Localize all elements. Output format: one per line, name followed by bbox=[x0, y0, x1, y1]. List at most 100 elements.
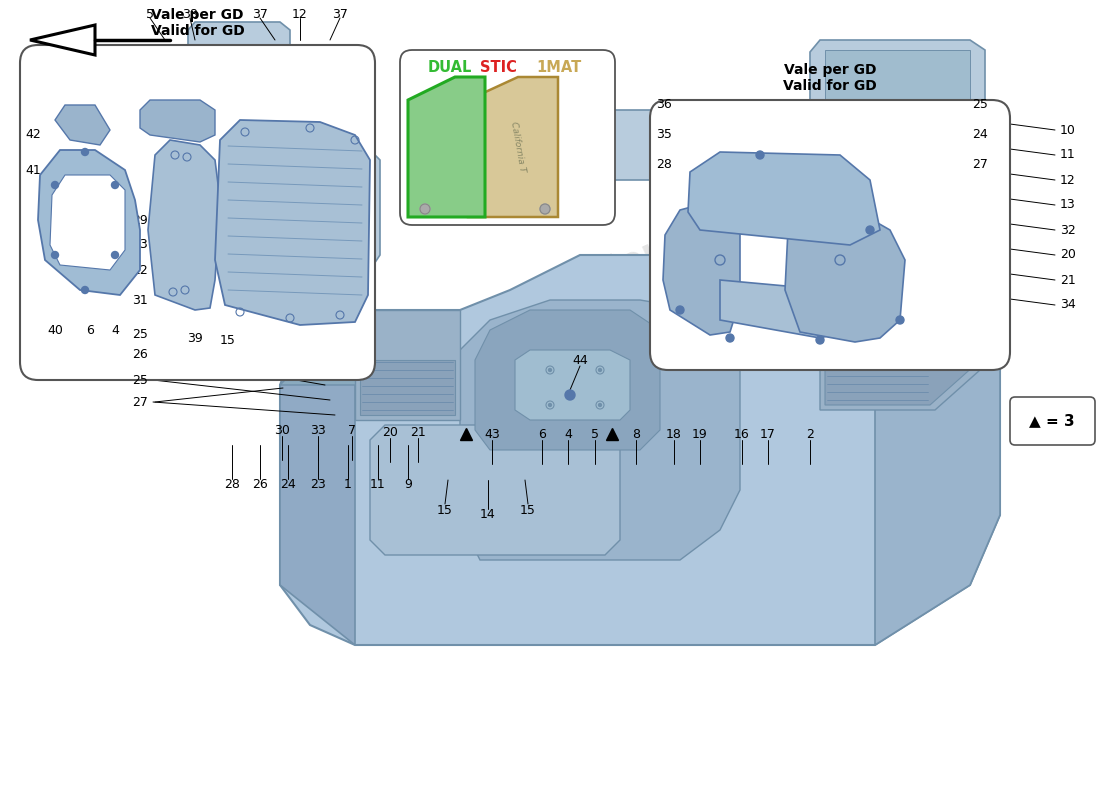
Polygon shape bbox=[874, 270, 1000, 645]
Text: sparepartsfinder1985: sparepartsfinder1985 bbox=[272, 312, 528, 448]
Polygon shape bbox=[50, 175, 125, 270]
Text: 25: 25 bbox=[972, 98, 988, 110]
Text: STIC: STIC bbox=[480, 61, 517, 75]
Text: 11: 11 bbox=[1060, 149, 1076, 162]
Text: 21: 21 bbox=[1060, 274, 1076, 286]
Text: 18: 18 bbox=[667, 427, 682, 441]
Text: 24: 24 bbox=[972, 127, 988, 141]
Text: 37: 37 bbox=[332, 7, 348, 21]
Circle shape bbox=[565, 390, 575, 400]
Text: 10: 10 bbox=[1060, 123, 1076, 137]
Polygon shape bbox=[360, 360, 455, 415]
Polygon shape bbox=[688, 152, 880, 245]
Text: 34: 34 bbox=[1060, 298, 1076, 311]
Text: 9: 9 bbox=[404, 478, 411, 491]
Polygon shape bbox=[280, 310, 355, 645]
Circle shape bbox=[111, 251, 119, 258]
Text: 16: 16 bbox=[734, 427, 750, 441]
Text: 40: 40 bbox=[47, 323, 63, 337]
Polygon shape bbox=[515, 350, 630, 420]
Text: 29: 29 bbox=[132, 214, 148, 226]
Polygon shape bbox=[370, 425, 620, 555]
Polygon shape bbox=[785, 208, 905, 342]
Text: 28: 28 bbox=[656, 158, 672, 170]
Text: 28: 28 bbox=[224, 478, 240, 491]
Circle shape bbox=[52, 182, 58, 189]
Text: 12: 12 bbox=[293, 7, 308, 21]
Text: 11: 11 bbox=[370, 478, 386, 491]
Circle shape bbox=[676, 306, 684, 314]
Text: 7: 7 bbox=[348, 423, 356, 437]
Text: 4: 4 bbox=[111, 323, 119, 337]
Text: 27: 27 bbox=[972, 158, 988, 170]
Polygon shape bbox=[825, 310, 975, 405]
Text: 42: 42 bbox=[25, 129, 41, 142]
Circle shape bbox=[598, 369, 602, 371]
Circle shape bbox=[52, 251, 58, 258]
Polygon shape bbox=[212, 75, 338, 128]
FancyBboxPatch shape bbox=[650, 100, 1010, 370]
Circle shape bbox=[420, 204, 430, 214]
Text: 1: 1 bbox=[344, 478, 352, 491]
Text: 20: 20 bbox=[1060, 249, 1076, 262]
Circle shape bbox=[540, 204, 550, 214]
Text: 37: 37 bbox=[252, 7, 268, 21]
Text: 22: 22 bbox=[132, 263, 148, 277]
Polygon shape bbox=[188, 22, 290, 65]
Polygon shape bbox=[663, 202, 740, 335]
Text: 25: 25 bbox=[132, 374, 148, 386]
Text: 23: 23 bbox=[132, 238, 148, 251]
Text: 15: 15 bbox=[437, 503, 453, 517]
Text: 8: 8 bbox=[632, 427, 640, 441]
Polygon shape bbox=[825, 50, 970, 125]
Text: 5: 5 bbox=[146, 7, 154, 21]
Text: 26: 26 bbox=[252, 478, 268, 491]
Text: 35: 35 bbox=[656, 127, 672, 141]
Polygon shape bbox=[185, 140, 380, 270]
Text: 19: 19 bbox=[692, 427, 708, 441]
Polygon shape bbox=[810, 40, 984, 140]
Text: 44: 44 bbox=[572, 354, 587, 366]
Polygon shape bbox=[285, 190, 345, 240]
Polygon shape bbox=[475, 310, 660, 450]
Polygon shape bbox=[280, 310, 460, 385]
Circle shape bbox=[81, 286, 88, 294]
Polygon shape bbox=[214, 120, 370, 325]
Circle shape bbox=[756, 151, 764, 159]
Text: 21: 21 bbox=[410, 426, 426, 438]
Text: 31: 31 bbox=[132, 294, 148, 306]
Text: 17: 17 bbox=[760, 427, 775, 441]
Text: 43: 43 bbox=[484, 427, 499, 441]
Circle shape bbox=[896, 316, 904, 324]
Text: 30: 30 bbox=[274, 423, 290, 437]
Circle shape bbox=[726, 334, 734, 342]
Polygon shape bbox=[205, 70, 345, 135]
Polygon shape bbox=[408, 77, 485, 217]
Text: 39: 39 bbox=[187, 331, 202, 345]
FancyBboxPatch shape bbox=[400, 50, 615, 225]
Text: 5: 5 bbox=[591, 427, 600, 441]
Polygon shape bbox=[820, 270, 980, 410]
Circle shape bbox=[549, 403, 551, 406]
Text: 4: 4 bbox=[564, 427, 572, 441]
Text: 38: 38 bbox=[183, 7, 198, 21]
Text: 32: 32 bbox=[1060, 223, 1076, 237]
Polygon shape bbox=[148, 140, 220, 310]
FancyBboxPatch shape bbox=[1010, 397, 1094, 445]
Text: 41: 41 bbox=[25, 163, 41, 177]
Text: Vale per GD
Valid for GD: Vale per GD Valid for GD bbox=[151, 8, 244, 38]
Polygon shape bbox=[280, 255, 1000, 645]
Text: 36: 36 bbox=[656, 98, 672, 110]
Circle shape bbox=[549, 369, 551, 371]
Text: 20: 20 bbox=[382, 426, 398, 438]
Polygon shape bbox=[355, 310, 460, 420]
Text: California T: California T bbox=[509, 121, 527, 173]
Text: 13: 13 bbox=[1060, 198, 1076, 211]
Polygon shape bbox=[210, 190, 270, 240]
Text: 15: 15 bbox=[520, 503, 536, 517]
Text: 6: 6 bbox=[86, 323, 94, 337]
Text: 2: 2 bbox=[806, 427, 814, 441]
Text: DUAL: DUAL bbox=[428, 61, 472, 75]
Polygon shape bbox=[460, 300, 740, 560]
Polygon shape bbox=[590, 110, 690, 180]
